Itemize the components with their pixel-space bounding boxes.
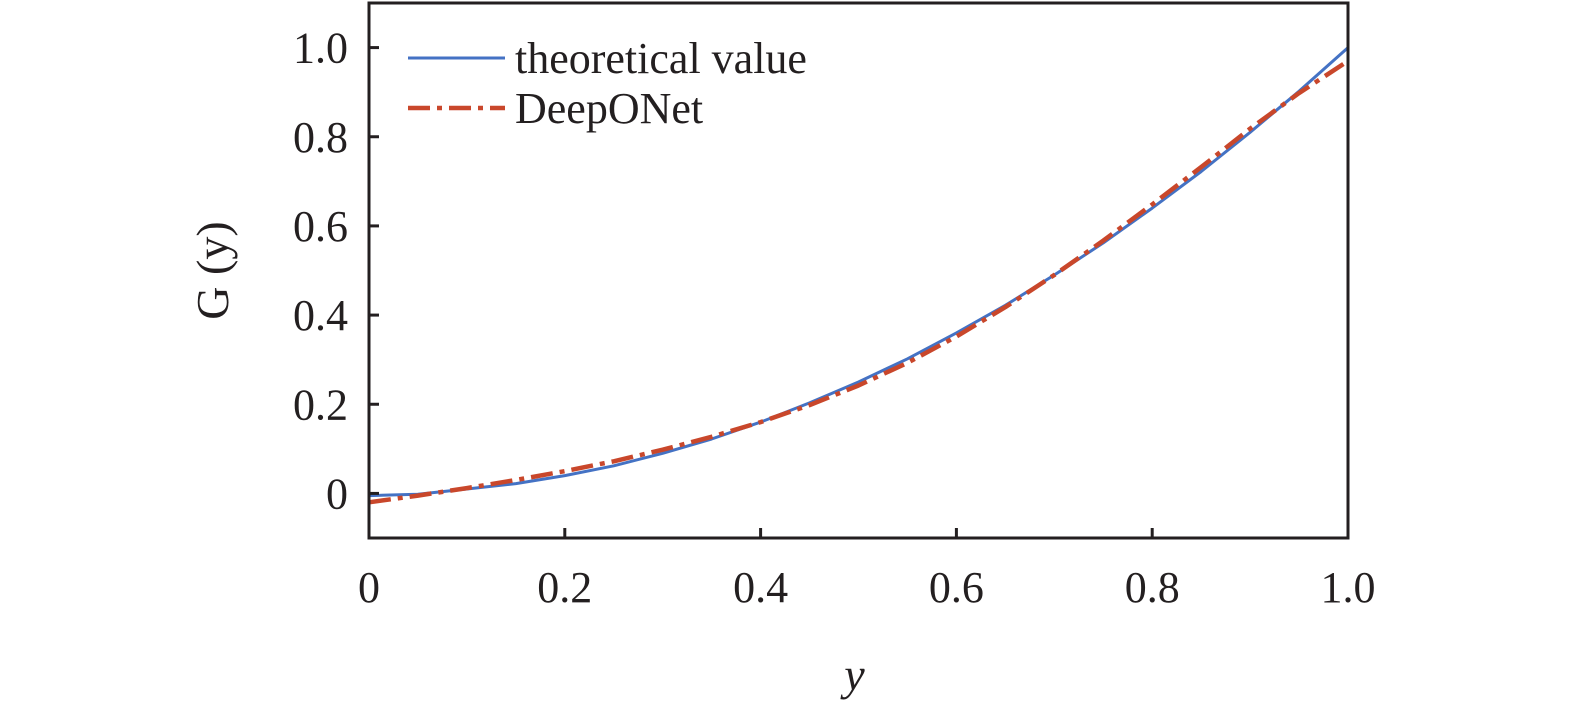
series-line-2 xyxy=(368,59,1350,505)
x-tick-label: 0.2 xyxy=(537,563,592,612)
y-axis: 0 0.2 0.4 0.6 0.8 1.0 xyxy=(293,24,379,518)
x-axis: 0 0.2 0.4 0.6 0.8 1.0 xyxy=(358,528,1376,612)
series-line-1 xyxy=(368,46,1349,498)
y-tick-label: 0 xyxy=(326,469,348,518)
x-tick-label: 0.6 xyxy=(929,563,984,612)
y-axis-label: G (y) xyxy=(187,221,238,319)
y-tick-label: 0.8 xyxy=(293,113,348,162)
legend-label-1: theoretical value xyxy=(515,34,807,83)
y-tick-label: 1.0 xyxy=(293,24,348,73)
x-tick-label: 0 xyxy=(358,563,380,612)
y-tick-label: 0.2 xyxy=(293,380,348,429)
x-tick-label: 1.0 xyxy=(1321,563,1376,612)
series-layer xyxy=(368,46,1350,505)
x-axis-label: y xyxy=(840,649,865,700)
y-tick-label: 0.6 xyxy=(293,202,348,251)
legend-label-2: DeepONet xyxy=(515,84,703,133)
plot-frame xyxy=(367,1,1350,540)
y-tick-label: 0.4 xyxy=(293,291,348,340)
x-tick-label: 0.4 xyxy=(733,563,788,612)
x-tick-label: 0.8 xyxy=(1125,563,1180,612)
